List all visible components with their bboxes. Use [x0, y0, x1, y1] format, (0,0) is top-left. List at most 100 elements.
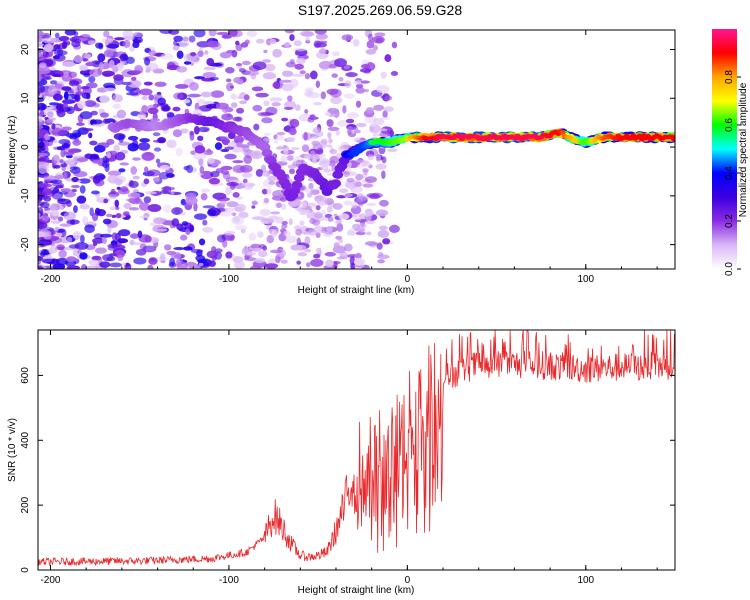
spectrogram-cell	[103, 49, 114, 58]
spectrogram-cell	[356, 198, 365, 202]
spectrogram-cell	[38, 73, 43, 82]
spectrogram-cell	[226, 82, 234, 92]
spectrogram-cell	[66, 236, 73, 243]
spectrogram-cell	[102, 218, 112, 225]
spectrogram-cell	[275, 135, 285, 141]
spectrogram-cell	[41, 213, 50, 222]
spectrogram-cell	[166, 139, 177, 149]
spectrogram-cell	[84, 100, 97, 107]
spectrogram-cell	[312, 155, 317, 161]
spectrogram-cell	[346, 112, 360, 119]
spectrogram-cell	[145, 191, 157, 195]
spectrogram-cell	[283, 149, 289, 155]
spectrogram-cell	[38, 115, 44, 123]
spectrogram-cell	[154, 81, 167, 87]
spectrogram-cell	[121, 262, 127, 266]
spectrogram-cell	[313, 211, 323, 219]
spectrogram-cell	[378, 251, 384, 257]
spectrogram-cell	[40, 249, 50, 256]
spectrogram-cell	[106, 213, 113, 218]
spectrogram-cell	[283, 106, 294, 111]
spectrogram-cell	[163, 244, 172, 251]
spectrogram-cell	[38, 124, 44, 130]
spectrogram-cell	[111, 232, 118, 241]
spectrogram-cell	[309, 134, 320, 139]
spectrogram-cell	[250, 150, 263, 160]
spectrogram-cell	[314, 30, 327, 35]
spectrogram-cell	[263, 197, 270, 204]
spectrogram-cell	[128, 180, 139, 189]
snr-panel: -200 -100 0 100 0 200 400 600 Height of straig…	[7, 329, 676, 596]
spectrogram-ridge-cell	[670, 137, 675, 142]
spectrogram-cell	[68, 244, 80, 249]
spectrogram-cell	[41, 53, 50, 59]
spectrogram-cell	[115, 206, 120, 210]
spectrogram-cell	[209, 76, 219, 81]
spectrogram-cell	[366, 40, 375, 49]
spectrogram-cell	[326, 206, 333, 213]
spectrogram-cell	[331, 51, 340, 57]
spectrogram-cell	[303, 131, 308, 141]
spectrogram-cell	[375, 37, 384, 44]
spectrogram-cell	[61, 126, 72, 131]
spectrogram-cell	[294, 50, 299, 56]
spectrogram-cell	[315, 205, 321, 211]
spectrogram-cell	[49, 203, 60, 212]
spectrogram-cell	[224, 153, 237, 160]
spectrogram-cell	[38, 221, 48, 230]
spectrogram-cell	[108, 59, 115, 69]
spectrogram-cell	[214, 248, 223, 253]
spectrogram-cell	[108, 253, 118, 257]
spectrogram-cell	[306, 262, 311, 268]
spectrogram-cell	[180, 198, 187, 206]
spectrogram-cell	[112, 94, 123, 103]
spectrogram-cell	[126, 92, 139, 96]
spectrogram-cell	[157, 97, 166, 106]
spectrogram-cell	[239, 100, 247, 105]
spectrogram-cell	[301, 144, 310, 153]
spectrogram-cell	[203, 149, 214, 156]
spectrogram-cell	[51, 123, 56, 130]
spectrogram-cell	[152, 177, 160, 182]
spectrogram-cell	[128, 207, 140, 211]
spectrogram-cell	[130, 166, 138, 175]
spectrogram-cell	[48, 246, 56, 255]
spectrogram-cell	[232, 116, 242, 122]
spectrogram-cell	[354, 129, 361, 134]
spectrogram-cell	[343, 200, 353, 206]
spectrogram-cell	[251, 216, 266, 221]
spectrogram-cell	[300, 159, 305, 165]
spectrogram-cell	[103, 118, 109, 124]
spectrogram-cell	[342, 144, 352, 148]
spectrogram-cell	[266, 235, 275, 244]
spectrogram-cell	[273, 228, 279, 235]
spectrogram-cell	[333, 213, 338, 217]
spectrogram-cell	[42, 258, 55, 264]
spectrogram-cell	[248, 232, 257, 241]
spectrogram-cell	[103, 30, 110, 38]
spectrogram-cell	[157, 136, 167, 144]
spectrogram-cell	[63, 71, 69, 77]
spectrogram-cell	[43, 175, 57, 181]
spectrogram-cell	[197, 50, 204, 58]
spectrogram-cell	[38, 255, 44, 262]
spectrogram-cell	[354, 181, 363, 187]
spectrogram-cell	[220, 200, 227, 205]
spectrogram-cell	[40, 201, 50, 209]
spectrogram-cell	[114, 37, 125, 41]
spectrogram-cell	[355, 83, 364, 89]
spectrogram-cell	[202, 205, 216, 209]
spectrogram-cell	[250, 243, 261, 249]
spectrogram-cell	[84, 153, 94, 160]
spectrogram-cell	[153, 217, 165, 225]
spectrogram-cell	[339, 188, 349, 194]
spectrogram-cell	[271, 102, 281, 107]
spectrogram-cell	[269, 249, 283, 254]
spectrogram-cell	[323, 168, 332, 173]
spectrogram-cell	[220, 148, 230, 153]
spectrogram-cell	[38, 212, 41, 218]
spectrogram-cell	[54, 32, 60, 39]
spectrogram-cell	[176, 261, 188, 269]
spectrogram-cell	[89, 68, 102, 77]
